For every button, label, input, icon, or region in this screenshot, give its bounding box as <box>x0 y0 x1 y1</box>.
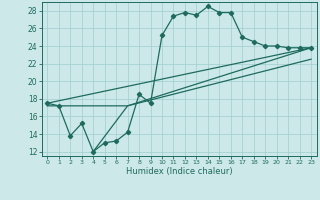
X-axis label: Humidex (Indice chaleur): Humidex (Indice chaleur) <box>126 167 233 176</box>
